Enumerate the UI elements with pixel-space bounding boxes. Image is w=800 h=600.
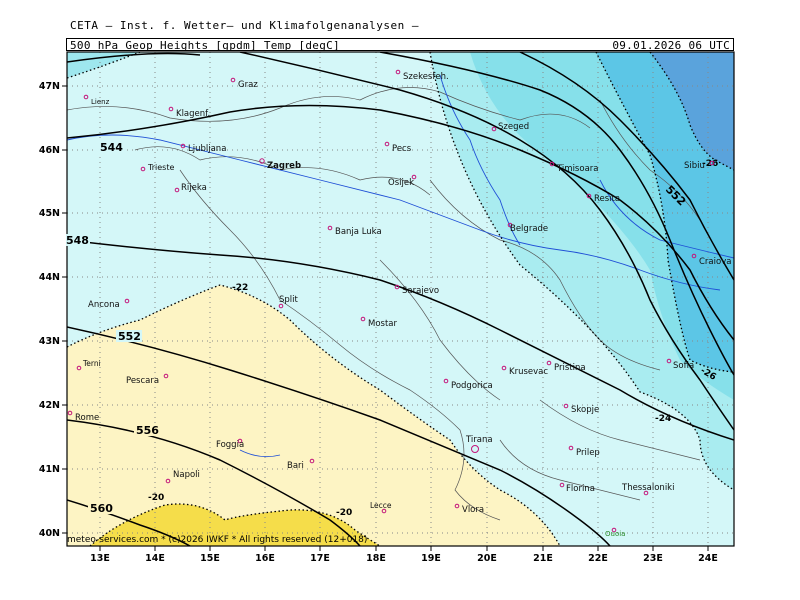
lon-tick-label: 19E — [421, 553, 441, 564]
city-label: Szeged — [498, 122, 529, 132]
lon-tick-label: 16E — [255, 553, 275, 564]
lat-tick-label: 46N — [39, 145, 60, 156]
geopotential-label: 560 — [90, 502, 113, 515]
city-label: Terni — [82, 359, 101, 368]
city-label: Pristina — [554, 363, 586, 373]
temperature-label: -24 — [655, 414, 671, 424]
city-label: Lecce — [370, 501, 392, 510]
longitude-labels: 13E 14E 15E 16E 17E 18E 19E 20E 21E 22E … — [90, 553, 718, 564]
city-markers — [67, 69, 715, 533]
city-label: Prilep — [576, 448, 600, 458]
city-label: Rome — [75, 413, 99, 423]
city-label: Graz — [238, 80, 258, 90]
borders — [67, 87, 701, 521]
lon-tick-label: 23E — [643, 553, 663, 564]
lat-tick-label: 44N — [39, 272, 60, 283]
map-area — [67, 52, 734, 546]
temp-band-warm1 — [67, 285, 560, 546]
lat-tick-label: 42N — [39, 400, 60, 411]
city-label: Ljubljana — [188, 144, 226, 154]
city-label: Belgrade — [510, 224, 548, 234]
city-label: Tirana — [465, 435, 493, 445]
lat-tick-label: 43N — [39, 336, 60, 347]
latitude-labels: 47N 46N 45N 44N 43N 42N 41N 40N — [39, 81, 60, 539]
lat-tick-label: 40N — [39, 528, 60, 539]
temperature-isotherms — [67, 52, 734, 546]
city-label: Ouoia — [605, 530, 625, 538]
city-label: Lienz — [91, 98, 110, 106]
header-bar: 500 hPa Geop Heights [gpdm] Temp [degC] … — [66, 38, 734, 52]
city-label: Osijek — [388, 178, 414, 188]
geopotential-label: 552 — [118, 330, 141, 343]
copyright-footer: meteo-services.com * (c)2026 IWKF * All … — [67, 535, 368, 545]
city-label: Banja Luka — [335, 227, 382, 237]
city-label: Mostar — [368, 319, 398, 329]
city-label: Rijeka — [181, 183, 207, 193]
field-label: 500 hPa Geop Heights [gpdm] Temp [degC] — [70, 39, 340, 52]
lat-tick-label: 41N — [39, 464, 60, 475]
city-label: Florina — [566, 484, 595, 494]
temperature-label: -22 — [232, 283, 248, 293]
temp-band-nw — [67, 52, 140, 78]
city-label: Bari — [287, 461, 304, 471]
city-label: Thessaloniki — [621, 483, 674, 493]
lon-tick-label: 13E — [90, 553, 110, 564]
temperature-label: -20 — [336, 508, 352, 518]
lat-tick-label: 47N — [39, 81, 60, 92]
city-label: Zagreb — [267, 161, 301, 171]
lon-tick-label: 24E — [698, 553, 718, 564]
city-labels: Graz Szekesfeh. Lienz Klagenf. Ljubljana… — [75, 72, 731, 538]
lon-tick-label: 18E — [366, 553, 386, 564]
geopotential-label: 544 — [100, 141, 123, 154]
city-label: Ancona — [88, 300, 120, 310]
valid-time: 09.01.2026 06 UTC — [612, 39, 730, 52]
city-label: Craiova — [699, 257, 731, 267]
geopotential-label: 556 — [136, 424, 159, 437]
lon-tick-label: 22E — [588, 553, 608, 564]
city-label: Podgorica — [451, 381, 493, 391]
lon-tick-label: 17E — [310, 553, 330, 564]
temp-band-warm2 — [90, 504, 380, 546]
axis-ticks — [62, 85, 709, 551]
lon-tick-label: 20E — [477, 553, 497, 564]
city-label: Timisoara — [556, 164, 598, 174]
city-label: Sibiu — [684, 161, 705, 171]
city-label: Resita — [594, 194, 620, 204]
city-label: Klagenf. — [176, 109, 210, 119]
city-label: Pescara — [126, 376, 159, 386]
city-label: Szekesfeh. — [403, 72, 449, 82]
city-label: Vlora — [462, 505, 484, 515]
lat-tick-label: 45N — [39, 208, 60, 219]
city-label: Trieste — [147, 163, 174, 172]
city-label: Skopje — [571, 405, 599, 415]
city-label: Pecs — [392, 144, 412, 154]
geopotential-label: 548 — [66, 234, 89, 247]
lon-tick-label: 21E — [533, 553, 553, 564]
temperature-label: -20 — [148, 493, 164, 503]
map-frame — [66, 51, 735, 547]
city-label: Split — [279, 295, 299, 305]
city-label: Sarajevo — [402, 286, 439, 296]
chart-title: CETA — Inst. f. Wetter— und Klimafolgena… — [70, 19, 420, 32]
city-label: Napoli — [173, 470, 200, 480]
lon-tick-label: 15E — [200, 553, 220, 564]
city-label: Sofia — [673, 361, 694, 371]
city-label: Krusevac — [509, 367, 548, 377]
lon-tick-label: 14E — [145, 553, 165, 564]
city-label: Foggia — [216, 440, 244, 450]
